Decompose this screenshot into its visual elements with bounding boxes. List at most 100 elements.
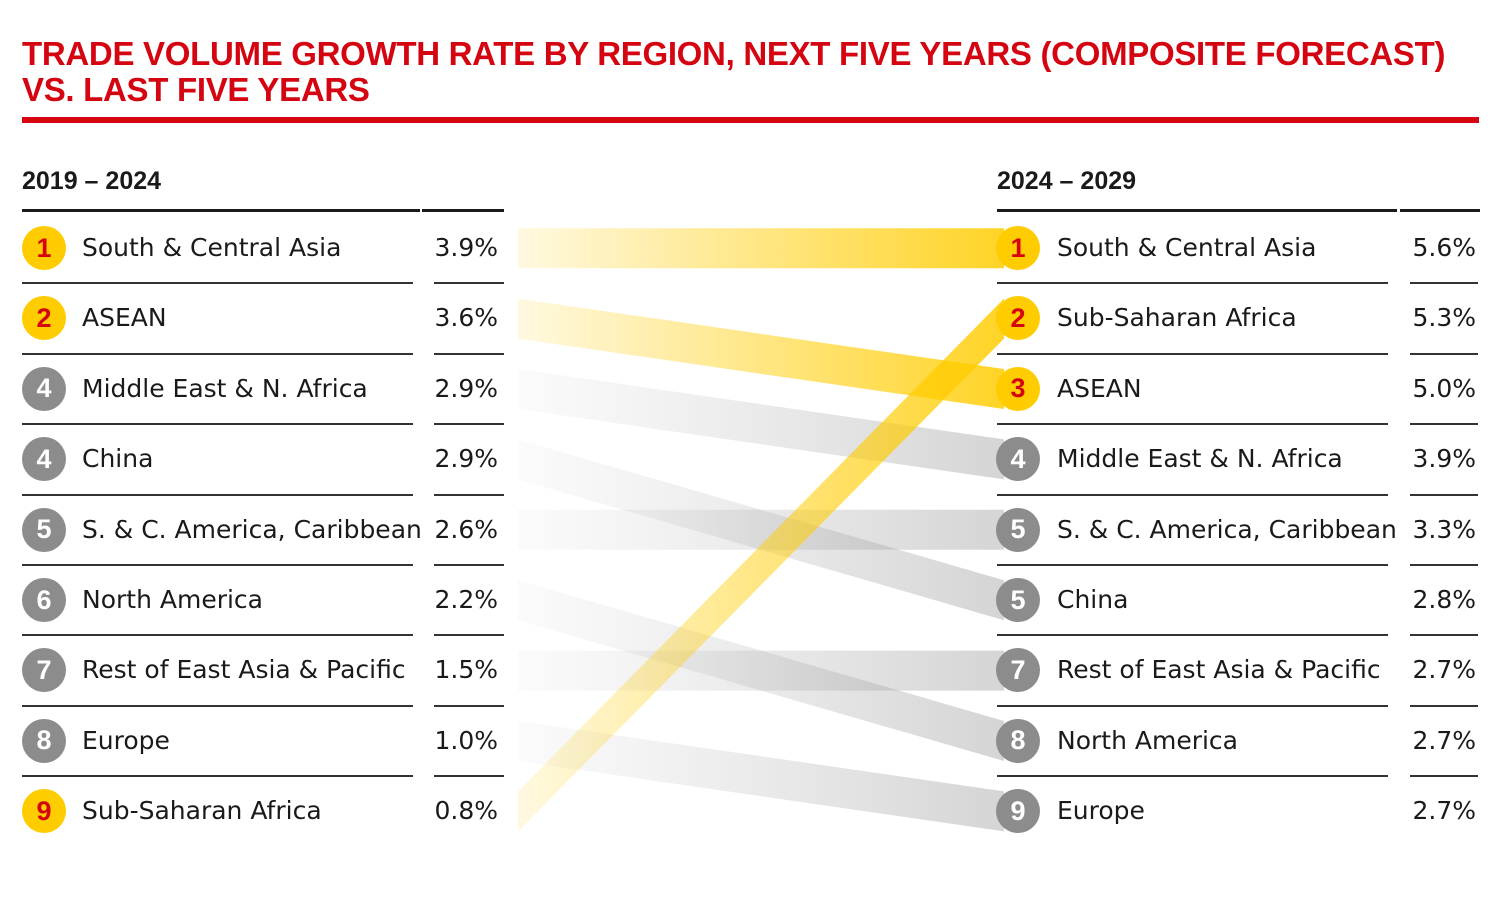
row-divider	[997, 352, 1388, 355]
value-divider	[434, 423, 504, 426]
left-table-row: 8 Europe 1.0%	[0, 706, 1500, 776]
rank-badge: 4	[996, 437, 1040, 482]
row-divider	[997, 634, 1388, 637]
rank-badge: 1	[22, 226, 66, 270]
row-divider	[22, 352, 413, 355]
chart-title-line-1: TRADE VOLUME GROWTH RATE BY REGION, NEXT…	[22, 35, 1446, 72]
rank-badge: 5	[996, 507, 1040, 552]
value-divider	[1410, 423, 1478, 426]
value-divider	[1410, 282, 1478, 285]
row-divider	[22, 423, 413, 426]
value-divider	[1410, 564, 1478, 566]
row-divider	[22, 775, 413, 778]
title-underline	[22, 117, 1479, 123]
rank-badge: 2	[22, 296, 66, 341]
value-divider	[434, 775, 504, 778]
row-divider	[997, 775, 1388, 778]
rank-badge: 8	[996, 718, 1040, 763]
value-divider	[434, 564, 504, 566]
growth-value: 2.7%	[1412, 725, 1476, 755]
rank-badge: 3	[996, 366, 1040, 411]
region-label: Middle East & N. Africa	[1057, 444, 1343, 474]
flow-band-europe	[518, 721, 1004, 832]
rank-badge: 9	[996, 789, 1040, 834]
flow-band-s-c-america-caribbean	[518, 509, 1004, 550]
growth-value: 3.9%	[434, 233, 498, 262]
region-label: S. & C. America, Caribbean	[1057, 514, 1397, 544]
rank-badge: 8	[22, 718, 66, 763]
growth-value: 3.6%	[434, 303, 498, 333]
region-label: S. & C. America, Caribbean	[82, 514, 422, 544]
row-divider	[997, 423, 1388, 426]
row-divider	[22, 493, 413, 496]
growth-value: 2.7%	[1412, 655, 1476, 685]
left-value-header-rule	[422, 209, 504, 212]
rank-badge: 7	[22, 648, 66, 693]
rank-badge: 2	[996, 296, 1040, 341]
right-period-header: 2024 – 2029	[997, 167, 1137, 195]
growth-value: 1.0%	[434, 725, 498, 755]
rank-badge: 5	[996, 578, 1040, 622]
region-label: Europe	[1057, 796, 1145, 826]
value-divider	[1410, 775, 1478, 778]
region-label: Europe	[82, 725, 170, 755]
value-divider	[434, 282, 504, 285]
region-label: China	[82, 444, 154, 474]
right-table-row: 3 ASEAN 5.0%	[0, 354, 1500, 424]
left-table-row: 1 South & Central Asia 3.9%	[0, 213, 1500, 283]
rank-badge: 4	[22, 366, 66, 411]
right-value-header-rule	[1400, 209, 1480, 212]
region-label: Sub-Saharan Africa	[82, 796, 322, 826]
growth-value: 2.2%	[434, 585, 498, 614]
growth-value: 5.0%	[1412, 373, 1476, 403]
left-table-row: 4 Middle East & N. Africa 2.9%	[0, 354, 1500, 424]
growth-value: 2.9%	[434, 373, 498, 403]
growth-value: 5.3%	[1412, 303, 1476, 333]
region-label: North America	[1057, 725, 1238, 755]
growth-value: 2.9%	[434, 444, 498, 474]
left-table-row: 9 Sub-Saharan Africa 0.8%	[0, 776, 1500, 846]
right-table-row: 4 Middle East & N. Africa 3.9%	[0, 424, 1500, 494]
flow-band-sub-saharan-africa	[518, 298, 1004, 832]
chart-title-line-2: VS. LAST FIVE YEARS	[22, 71, 370, 108]
flow-band-asean	[518, 298, 1004, 409]
row-divider	[997, 704, 1388, 707]
row-divider	[22, 634, 413, 637]
rank-badge: 7	[996, 648, 1040, 693]
row-divider	[997, 493, 1388, 496]
rank-badge: 9	[22, 789, 66, 834]
region-label: Middle East & N. Africa	[82, 373, 368, 403]
row-divider	[22, 564, 413, 566]
growth-value: 2.6%	[434, 514, 498, 544]
growth-value: 1.5%	[434, 655, 498, 685]
rank-badge: 5	[22, 507, 66, 552]
region-label: South & Central Asia	[1057, 233, 1317, 262]
region-label: Rest of East Asia & Pacific	[82, 655, 406, 685]
region-label: China	[1057, 585, 1129, 614]
right-table-row: 2 Sub-Saharan Africa 5.3%	[0, 283, 1500, 353]
value-divider	[434, 493, 504, 496]
growth-value: 3.3%	[1412, 514, 1476, 544]
right-table-row: 1 South & Central Asia 5.6%	[0, 213, 1500, 283]
chart-title: TRADE VOLUME GROWTH RATE BY REGION, NEXT…	[22, 36, 1445, 108]
right-table-row: 5 S. & C. America, Caribbean 3.3%	[0, 495, 1500, 565]
left-table-row: 7 Rest of East Asia & Pacific 1.5%	[0, 635, 1500, 705]
value-divider	[1410, 493, 1478, 496]
region-label: ASEAN	[82, 303, 167, 333]
growth-value: 2.8%	[1412, 585, 1476, 614]
left-table-row: 6 North America 2.2%	[0, 565, 1500, 635]
region-label: ASEAN	[1057, 373, 1142, 403]
value-divider	[434, 634, 504, 637]
left-header-rule	[22, 209, 420, 212]
left-table-row: 2 ASEAN 3.6%	[0, 283, 1500, 353]
growth-value: 3.9%	[1412, 444, 1476, 474]
right-table-row: 9 Europe 2.7%	[0, 776, 1500, 846]
right-header-rule	[997, 209, 1397, 212]
rank-badge: 6	[22, 578, 66, 622]
region-label: South & Central Asia	[82, 233, 342, 262]
region-label: Sub-Saharan Africa	[1057, 303, 1297, 333]
row-divider	[22, 282, 413, 285]
value-divider	[434, 352, 504, 355]
row-divider	[997, 564, 1388, 566]
